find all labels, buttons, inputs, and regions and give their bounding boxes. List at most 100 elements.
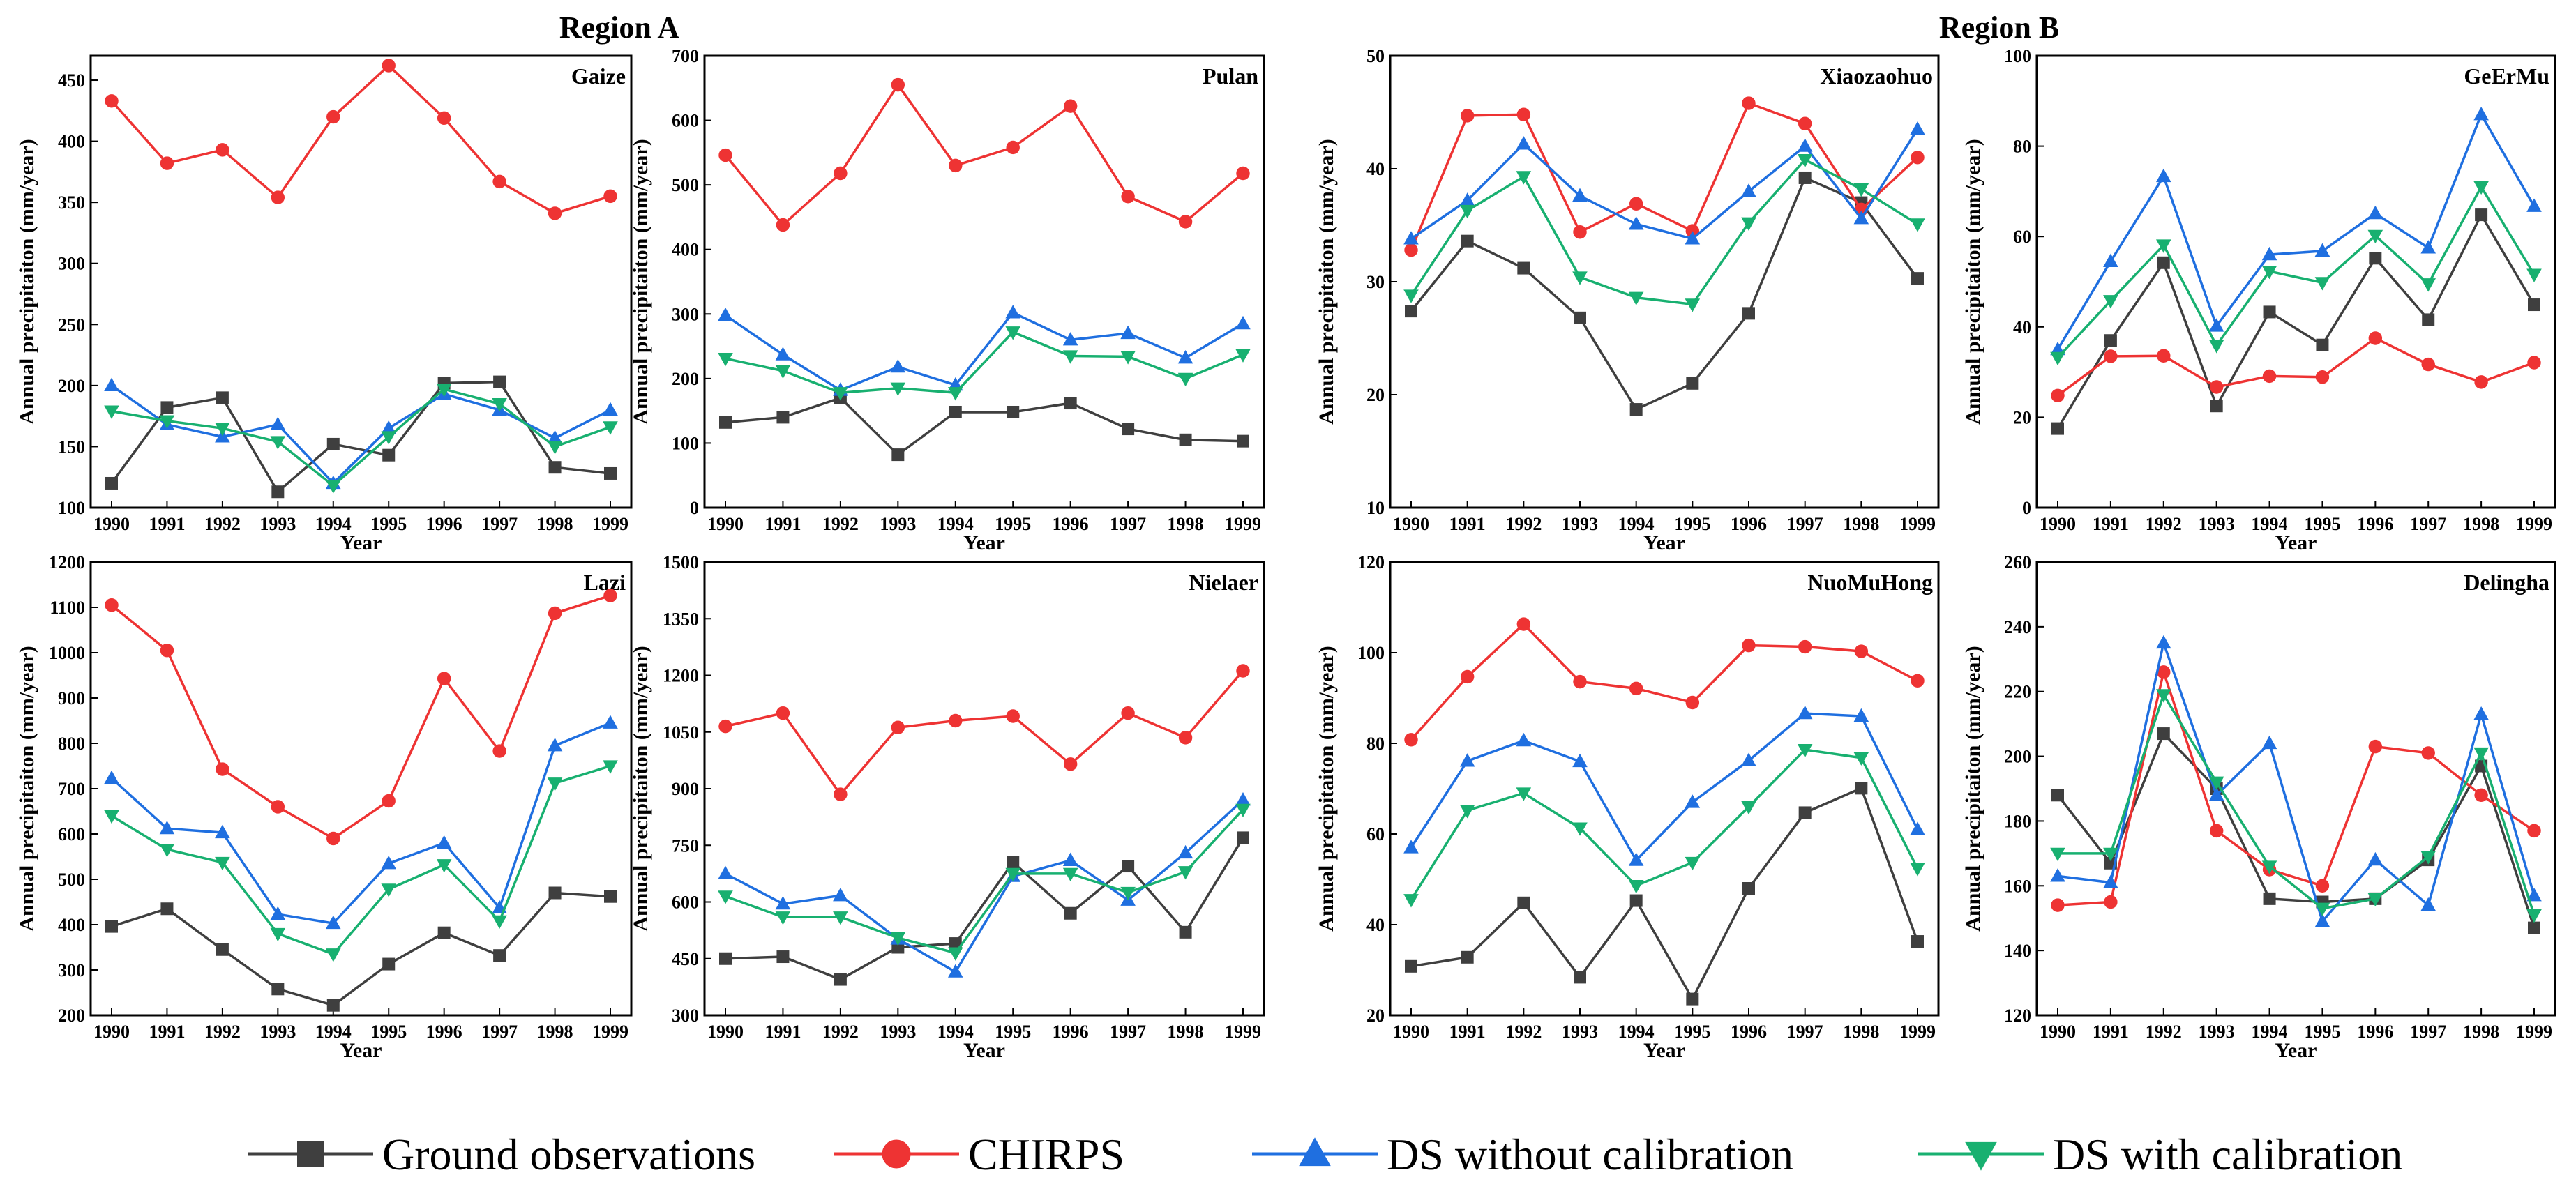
data-point	[1741, 801, 1756, 815]
data-point	[1063, 757, 1078, 771]
data-point	[1797, 138, 1813, 152]
data-point	[2527, 824, 2541, 838]
data-point	[2050, 351, 2065, 366]
series-ground-observations	[105, 375, 617, 499]
station-title: Pulan	[1203, 63, 1258, 89]
series-line	[111, 388, 611, 487]
series-line	[1410, 622, 1918, 741]
x-tick-label: 1999	[1225, 1022, 1261, 1042]
data-point	[890, 382, 906, 396]
data-point	[1910, 121, 1925, 135]
data-point	[1005, 305, 1021, 319]
data-point	[104, 377, 119, 391]
data-point	[718, 890, 733, 904]
data-point	[1742, 882, 1755, 895]
y-tick-label: 180	[2004, 811, 2031, 831]
data-point	[2314, 902, 2330, 917]
data-point	[436, 859, 452, 873]
series-line	[2058, 692, 2536, 916]
y-axis-label: Annual precipitaiton (mm/year)	[1315, 646, 1338, 931]
data-point	[2475, 208, 2488, 222]
y-tick-label: 150	[58, 437, 85, 457]
legend-label: Ground observations	[382, 1130, 755, 1179]
data-point	[1062, 867, 1078, 882]
data-point	[2104, 349, 2118, 363]
y-tick-label: 1050	[663, 722, 699, 743]
data-point	[1629, 403, 1643, 416]
data-point	[1122, 423, 1135, 436]
data-point	[2103, 295, 2118, 309]
data-point	[719, 952, 732, 965]
data-point	[1403, 231, 1419, 245]
data-point	[603, 589, 617, 602]
x-tick-label: 1996	[1053, 514, 1089, 534]
series-line	[111, 764, 611, 956]
data-point	[1572, 753, 1588, 768]
y-tick-label: 30	[1366, 272, 1385, 292]
data-point	[1685, 298, 1701, 312]
data-point	[2262, 369, 2277, 384]
data-point	[1177, 349, 1193, 364]
y-tick-label: 160	[2004, 876, 2031, 896]
data-point	[159, 415, 175, 429]
x-tick-label: 1992	[822, 1022, 859, 1042]
y-tick-label: 60	[2013, 227, 2031, 247]
data-point	[271, 190, 285, 204]
x-tick-label: 1990	[1393, 514, 1429, 534]
x-tick-label: 1997	[2410, 1022, 2446, 1042]
y-axis-label: Annual precipitaiton (mm/year)	[15, 646, 38, 931]
data-point	[2314, 277, 2330, 291]
data-point	[159, 820, 175, 835]
data-point	[493, 949, 506, 962]
series-line	[2056, 184, 2536, 359]
data-point	[1517, 261, 1530, 275]
data-point	[2155, 168, 2171, 183]
data-point	[2208, 787, 2224, 801]
legend: Ground observations CHIRPS DS without cali…	[248, 1130, 2402, 1179]
data-point	[718, 148, 732, 162]
data-point	[1685, 856, 1701, 871]
data-point	[1006, 140, 1020, 155]
x-axis-label: Year	[1643, 1039, 1685, 1062]
data-point	[2104, 895, 2118, 909]
series-line	[2057, 667, 2535, 906]
series-line	[110, 63, 611, 215]
data-point	[1404, 733, 1418, 747]
series-ds-without-calibration	[718, 305, 1251, 396]
data-point	[603, 760, 618, 774]
data-point	[1910, 218, 1925, 232]
y-tick-label: 500	[58, 870, 85, 890]
data-point	[1574, 971, 1586, 984]
series-line	[2056, 212, 2536, 430]
data-point	[2367, 229, 2383, 244]
x-tick-label: 1990	[707, 514, 744, 534]
data-point	[2420, 278, 2436, 292]
data-point	[775, 895, 791, 910]
legend-item-ds-without-calibration: DS without calibration	[1252, 1130, 1793, 1179]
series-ds-with-calibration	[104, 760, 618, 962]
series-ds-without-calibration	[104, 715, 618, 930]
x-tick-label: 1997	[1787, 1022, 1823, 1042]
data-point	[2261, 246, 2277, 261]
data-point	[2368, 331, 2383, 345]
data-point	[215, 856, 230, 871]
data-point	[1742, 638, 1756, 653]
x-tick-label: 1991	[764, 1022, 801, 1042]
x-tick-label: 1998	[1168, 1022, 1204, 1042]
data-point	[326, 437, 340, 450]
series-line	[1410, 158, 1918, 306]
data-point	[326, 999, 340, 1012]
data-point	[2315, 370, 2330, 384]
data-point	[719, 416, 732, 429]
y-tick-label: 50	[1366, 46, 1385, 66]
data-point	[1459, 753, 1475, 767]
data-point	[1686, 377, 1699, 390]
x-tick-label: 1991	[149, 1022, 185, 1042]
data-point	[833, 387, 848, 401]
data-point	[1574, 311, 1586, 324]
series-ds-with-calibration	[718, 803, 1251, 961]
series-ds-with-calibration	[1403, 153, 1925, 312]
series-line	[725, 837, 1244, 981]
station-title: GeErMu	[2464, 63, 2549, 89]
series-ds-with-calibration	[2050, 689, 2542, 923]
